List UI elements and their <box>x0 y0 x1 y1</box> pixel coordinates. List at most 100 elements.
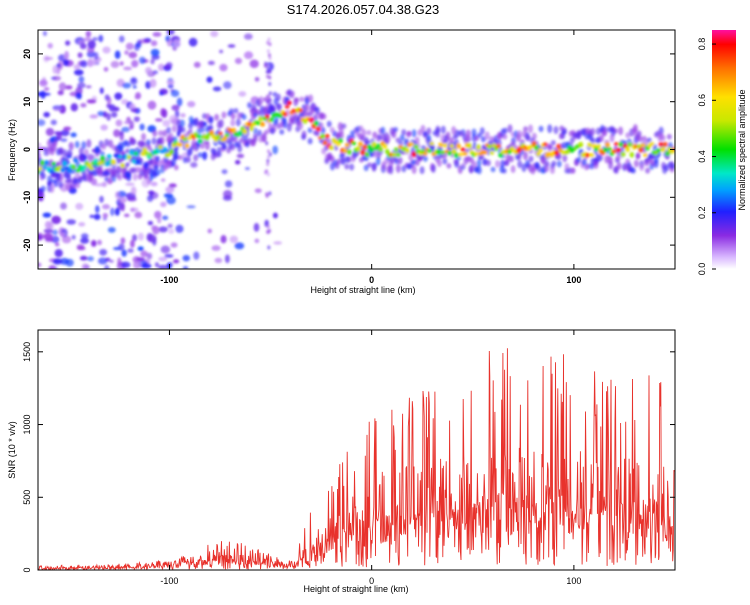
heatmap-halo-blob <box>141 133 147 141</box>
heatmap-halo-blob <box>558 133 564 140</box>
heatmap-halo-blob <box>74 140 80 149</box>
heatmap-ridge-blob <box>585 152 590 158</box>
heatmap-halo-blob <box>380 126 386 135</box>
heatmap-halo-blob <box>632 123 638 133</box>
heatmap-halo-blob <box>307 127 313 134</box>
heatmap-halo-blob <box>375 157 381 166</box>
heatmap-streak-blob <box>268 191 272 196</box>
heatmap-ridge-blob <box>467 142 472 149</box>
heatmap-noise-blob <box>166 30 175 35</box>
heatmap-halo-blob <box>468 166 474 173</box>
heatmap-ridge-blob <box>404 148 410 153</box>
heatmap-noise-blob <box>73 64 81 70</box>
heatmap-noise-blob <box>214 257 223 264</box>
heatmap-noise-blob <box>167 83 174 89</box>
heatmap-halo-blob <box>256 129 262 137</box>
heatmap-noise-blob <box>58 82 67 91</box>
heatmap-noise-blob <box>163 193 174 198</box>
heatmap-noise-blob <box>193 251 200 260</box>
heatmap-ridge-blob <box>131 159 137 164</box>
heatmap-noise-blob <box>133 116 140 122</box>
heatmap-halo-blob <box>349 163 355 171</box>
heatmap-noise-blob <box>219 49 224 54</box>
heatmap-streak-blob <box>267 245 271 250</box>
heatmap-noise-blob <box>134 211 143 219</box>
heatmap-ridge-blob <box>351 141 357 146</box>
heatmap-halo-blob <box>366 130 372 136</box>
heatmap-ridge-blob <box>38 166 43 171</box>
heatmap-ridge-blob <box>371 141 377 148</box>
heatmap-ridge-blob <box>100 155 105 162</box>
heatmap-noise-blob <box>79 43 87 50</box>
heatmap-noise-blob <box>132 261 142 269</box>
heatmap-noise-blob <box>220 235 227 244</box>
heatmap-halo-blob <box>414 136 420 144</box>
heatmap-noise-blob <box>80 237 90 244</box>
heatmap-streak-blob <box>265 141 269 146</box>
heatmap-halo-blob <box>564 163 570 170</box>
heatmap-ridge-blob <box>589 152 595 158</box>
heatmap-halo-blob <box>180 126 186 133</box>
heatmap-ridge-blob <box>427 148 432 153</box>
heatmap-halo-blob <box>547 124 553 134</box>
heatmap-noise-blob <box>86 50 96 58</box>
heatmap-noise-blob <box>160 178 166 182</box>
heatmap-halo-blob <box>261 133 267 142</box>
heatmap-noise-blob <box>79 255 88 261</box>
heatmap-noise-blob <box>70 103 78 112</box>
heatmap-ridge-blob <box>482 150 488 155</box>
heatmap-streak-blob <box>265 229 269 234</box>
heatmap-halo-blob <box>151 168 157 176</box>
heatmap-noise-blob <box>57 61 64 70</box>
heatmap-noise-blob <box>54 242 60 247</box>
heatmap-ridge-blob <box>409 142 415 146</box>
heatmap-ridge-blob <box>209 129 214 135</box>
heatmap-noise-blob <box>110 207 115 217</box>
heatmap-noise-blob <box>158 226 168 233</box>
heatmap-halo-blob <box>199 142 205 150</box>
heatmap-ridge-blob <box>438 142 444 148</box>
heatmap-halo-blob <box>595 127 601 135</box>
colorbar-tick-label: 0.2 <box>697 207 707 220</box>
heatmap-noise-blob <box>160 245 171 254</box>
heatmap-streak-blob <box>265 193 269 198</box>
heatmap-halo-blob <box>502 127 508 134</box>
heatmap-halo-blob <box>111 169 117 178</box>
heatmap-halo-blob <box>625 132 631 139</box>
heatmap-ridge-blob <box>324 133 330 139</box>
heatmap-noise-blob <box>87 58 94 68</box>
heatmap-noise-blob <box>147 234 157 243</box>
heatmap-noise-blob <box>99 248 108 256</box>
heatmap-noise-blob <box>207 228 213 234</box>
heatmap-noise-blob <box>149 78 157 88</box>
heatmap-ridge-blob <box>556 143 561 150</box>
heatmap-ridge-blob <box>162 146 168 153</box>
heatmap-halo-blob <box>151 137 157 145</box>
heatmap-noise-blob <box>97 257 108 265</box>
heatmap-noise-blob <box>104 94 110 101</box>
heatmap-noise-blob <box>113 106 120 112</box>
heatmap-ridge-blob <box>638 147 644 153</box>
heatmap-ridge-blob <box>422 151 428 156</box>
heatmap-halo-blob <box>522 151 528 161</box>
heatmap-noise-blob <box>236 153 245 159</box>
heatmap-halo-blob <box>615 155 621 161</box>
heatmap-ridge-blob <box>656 148 662 153</box>
heatmap-halo-blob <box>237 144 243 153</box>
heatmap-halo-blob <box>269 127 275 135</box>
heatmap-noise-blob <box>254 188 262 194</box>
heatmap-halo-blob <box>51 142 57 152</box>
heatmap-noise-blob <box>224 254 230 264</box>
heatmap-ridge-blob <box>605 141 610 148</box>
heatmap-ridge-blob <box>429 141 435 146</box>
heatmap-ridge-blob <box>186 136 192 141</box>
heatmap-halo-blob <box>422 155 428 162</box>
heatmap-halo-blob <box>315 106 321 115</box>
heatmap-halo-blob <box>211 148 217 156</box>
heatmap-ridge-blob <box>40 159 45 166</box>
heatmap-halo-blob <box>602 129 608 137</box>
heatmap-halo-blob <box>171 125 177 133</box>
heatmap-halo-blob <box>372 131 378 139</box>
heatmap-noise-blob <box>95 205 100 213</box>
heatmap-noise-blob <box>129 120 135 129</box>
